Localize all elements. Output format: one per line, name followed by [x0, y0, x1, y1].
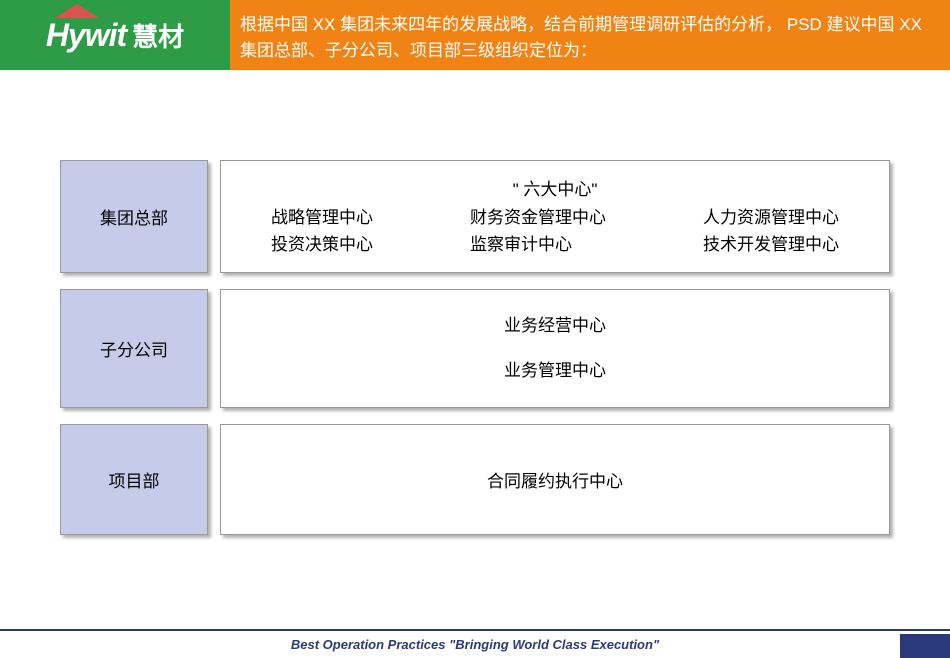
- center-finance: 财务资金管理中心: [470, 204, 606, 231]
- biz-management-center: 业务管理中心: [504, 349, 606, 393]
- label-project: 项目部: [60, 424, 208, 535]
- subsidiary-centers: 业务经营中心 业务管理中心: [271, 304, 839, 392]
- title-bar: 根据中国 XX 集团未来四年的发展战略，结合前期管理调研评估的分析， PSD 建…: [230, 0, 950, 70]
- center-investment: 投资决策中心: [271, 231, 373, 258]
- roof-icon: [55, 4, 99, 18]
- center-hr: 人力资源管理中心: [703, 204, 839, 231]
- center-audit: 监察审计中心: [470, 231, 606, 258]
- six-centers-grid: 战略管理中心 投资决策中心 财务资金管理中心 监察审计中心 人力资源管理中心 技…: [271, 204, 839, 258]
- logo-block: Hywit 慧材: [0, 0, 230, 70]
- content: 集团总部 " 六大中心" 战略管理中心 投资决策中心 财务资金管理中心 监察审计…: [0, 70, 950, 535]
- six-centers-title: " 六大中心": [271, 175, 839, 200]
- row-subsidiary: 子分公司 业务经营中心 业务管理中心: [60, 289, 890, 407]
- footer-tagline: Best Operation Practices "Bringing World…: [0, 631, 950, 658]
- center-tech: 技术开发管理中心: [703, 231, 839, 258]
- footer-corner-box: [900, 634, 950, 658]
- footer: Best Operation Practices "Bringing World…: [0, 629, 950, 658]
- contract-execution-center: 合同履约执行中心: [271, 439, 839, 520]
- label-subsidiary-text: 子分公司: [100, 336, 168, 361]
- six-col-1: 战略管理中心 投资决策中心: [271, 204, 373, 258]
- center-strategy: 战略管理中心: [271, 204, 373, 231]
- six-col-3: 人力资源管理中心 技术开发管理中心: [703, 204, 839, 258]
- label-hq-text: 集团总部: [100, 204, 168, 229]
- logo-text-cn: 慧材: [132, 17, 184, 54]
- logo-text-en: Hywit: [46, 17, 126, 54]
- six-col-2: 财务资金管理中心 监察审计中心: [470, 204, 606, 258]
- label-hq: 集团总部: [60, 160, 208, 273]
- row-hq: 集团总部 " 六大中心" 战略管理中心 投资决策中心 财务资金管理中心 监察审计…: [60, 160, 890, 273]
- label-project-text: 项目部: [109, 467, 160, 492]
- biz-operation-center: 业务经营中心: [504, 304, 606, 348]
- content-hq: " 六大中心" 战略管理中心 投资决策中心 财务资金管理中心 监察审计中心 人力…: [220, 160, 890, 273]
- content-project: 合同履约执行中心: [220, 424, 890, 535]
- label-subsidiary: 子分公司: [60, 289, 208, 407]
- header: Hywit 慧材 根据中国 XX 集团未来四年的发展战略，结合前期管理调研评估的…: [0, 0, 950, 70]
- content-subsidiary: 业务经营中心 业务管理中心: [220, 289, 890, 407]
- row-project: 项目部 合同履约执行中心: [60, 424, 890, 535]
